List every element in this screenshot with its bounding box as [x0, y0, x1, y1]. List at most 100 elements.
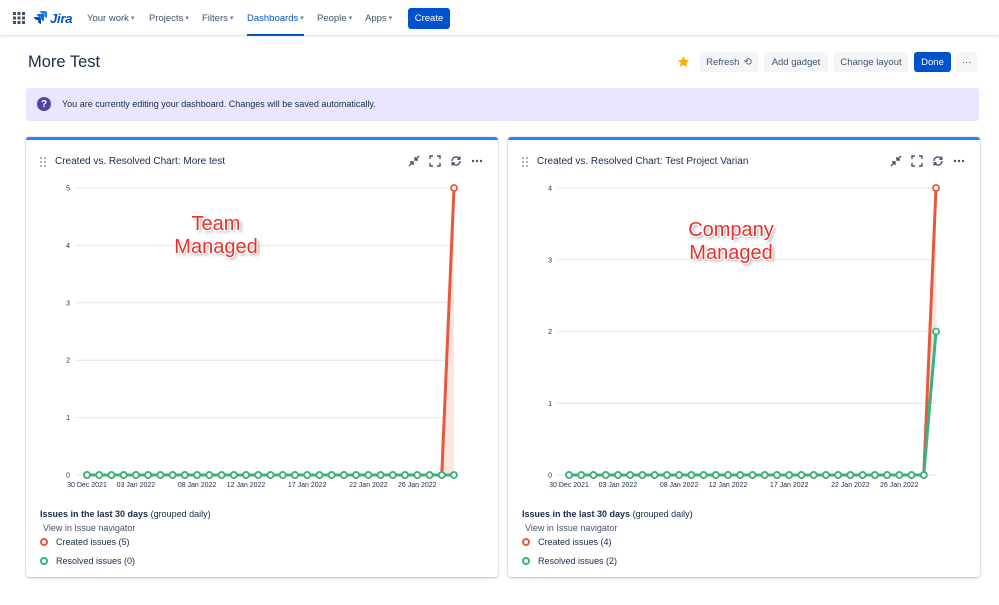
legend-created-label: Created issues (5) [56, 537, 130, 547]
nav-dashboards[interactable]: Dashboards ▾ [247, 0, 304, 36]
add-gadget-button[interactable]: Add gadget [764, 52, 828, 72]
app-switcher-icon[interactable] [13, 12, 25, 24]
view-in-issue-navigator-link[interactable]: View in Issue navigator [525, 523, 618, 533]
minimize-icon[interactable] [889, 154, 903, 168]
legend-created: Created issues (5) [40, 537, 130, 547]
maximize-icon[interactable] [428, 154, 442, 168]
resolved-series-point [413, 471, 422, 479]
resolved-series-point [638, 471, 647, 479]
resolved-series-point [760, 471, 769, 479]
x-tick-label: 03 Jan 2022 [599, 482, 638, 489]
x-tick-label: 08 Jan 2022 [178, 482, 217, 489]
drag-handle-icon[interactable] [40, 157, 46, 167]
y-tick-label: 3 [548, 257, 552, 264]
resolved-series-point [168, 471, 177, 479]
resolved-series-point [327, 471, 336, 479]
resolved-series-point [589, 471, 598, 479]
chevron-down-icon: ▾ [130, 15, 135, 22]
nav-apps[interactable]: Apps ▾ [365, 0, 392, 36]
y-tick-label: 1 [66, 415, 70, 422]
resolved-series-point [388, 471, 397, 479]
more-actions-button[interactable]: ··· [956, 52, 977, 72]
resolved-series-point [846, 471, 855, 479]
x-tick-label: 30 Dec 2021 [67, 482, 107, 489]
resolved-series-point [601, 471, 610, 479]
legend-marker-created [522, 538, 530, 546]
x-tick-label: 17 Jan 2022 [770, 482, 809, 489]
resolved-series-point [401, 471, 409, 479]
create-button[interactable]: Create [408, 8, 450, 29]
star-icon[interactable] [677, 55, 690, 68]
refresh-gadget-icon[interactable] [449, 154, 463, 168]
logo-text: Jira [50, 10, 73, 26]
resolved-series-point [278, 471, 287, 479]
y-tick-label: 4 [66, 243, 70, 250]
annotation-line-2: Managed [689, 242, 773, 264]
nav-filters[interactable]: Filters ▾ [202, 0, 233, 36]
legend-created-label: Created issues (4) [538, 537, 612, 547]
nav-your-work[interactable]: Your work ▾ [87, 0, 134, 36]
jira-logo[interactable]: Jira [34, 10, 73, 26]
page-title: More Test [28, 53, 101, 71]
y-tick-label: 5 [66, 186, 70, 193]
maximize-icon[interactable] [910, 154, 924, 168]
resolved-series-point [229, 471, 238, 479]
resolved-series-point [614, 471, 622, 479]
x-tick-label: 26 Jan 2022 [398, 482, 437, 489]
y-tick-label: 1 [548, 401, 552, 408]
change-layout-button[interactable]: Change layout [834, 52, 908, 72]
minimize-icon[interactable] [407, 154, 421, 168]
top-navigation: Jira Your work ▾ Projects ▾ Filters ▾ Dashb… [0, 0, 999, 36]
resolved-series-point [858, 471, 867, 479]
x-tick-label: 26 Jan 2022 [880, 482, 919, 489]
resolved-series-point [119, 471, 128, 479]
annotation-team-managed: Team Managed [168, 213, 264, 259]
resolved-series-point [352, 471, 361, 479]
created-vs-resolved-chart: 0 1 2 3 4 30 Dec 2021 03 Jan 2022 08 Jan 2022 12… [548, 184, 940, 489]
nav-dashboards-label: Dashboards [247, 12, 299, 24]
annotation-company-managed: Company Managed [670, 219, 792, 265]
resolved-series-point [180, 471, 189, 479]
resolved-series-point [675, 471, 684, 479]
resolved-series-point [291, 471, 299, 479]
y-tick-label: 0 [66, 473, 70, 480]
resolved-series-point [895, 471, 904, 479]
gadget-created-vs-resolved-more-test: Created vs. Resolved Chart: More test 0 1… [26, 137, 498, 577]
annotation-line-1: Company [688, 219, 774, 241]
nav-projects-label: Projects [149, 12, 184, 24]
resolved-series-point [193, 471, 202, 479]
y-tick-label: 2 [66, 358, 70, 365]
legend-marker-resolved [40, 557, 48, 565]
resolved-series-point [797, 471, 806, 479]
resolved-series-point [821, 471, 830, 479]
y-tick-label: 2 [548, 329, 552, 336]
resolved-series-point [687, 471, 696, 479]
resolved-series-point [315, 471, 324, 479]
resolved-series-point [626, 471, 635, 479]
refresh-gadget-icon[interactable] [931, 154, 945, 168]
legend-created: Created issues (4) [522, 537, 612, 547]
nav-filters-label: Filters [202, 12, 228, 24]
chevron-down-icon: ▾ [229, 15, 234, 22]
legend-resolved-label: Resolved issues (2) [538, 556, 618, 566]
more-icon[interactable] [470, 154, 484, 168]
annotation-line-1: Team [191, 213, 241, 235]
chevron-down-icon: ▾ [348, 15, 353, 22]
resolved-series-point [205, 471, 214, 479]
x-tick-label: 12 Jan 2022 [227, 482, 266, 489]
drag-handle-icon[interactable] [522, 157, 528, 167]
nav-projects[interactable]: Projects ▾ [149, 0, 189, 36]
resolved-series-point [303, 471, 312, 479]
resolved-series-point [565, 471, 573, 479]
resolved-series-point [834, 471, 843, 479]
legend-resolved-label: Resolved issues (0) [56, 556, 136, 566]
refresh-button[interactable]: Refresh ⟲ [700, 52, 758, 72]
resolved-series-point [662, 471, 671, 479]
nav-people[interactable]: People ▾ [317, 0, 352, 36]
gadget-title: Created vs. Resolved Chart: Test Project… [537, 156, 749, 167]
view-in-issue-navigator-link[interactable]: View in Issue navigator [43, 523, 136, 533]
resolved-series-point [785, 471, 794, 479]
more-icon[interactable] [952, 154, 966, 168]
refresh-icon: ⟲ [743, 56, 752, 68]
done-button[interactable]: Done [914, 52, 951, 72]
